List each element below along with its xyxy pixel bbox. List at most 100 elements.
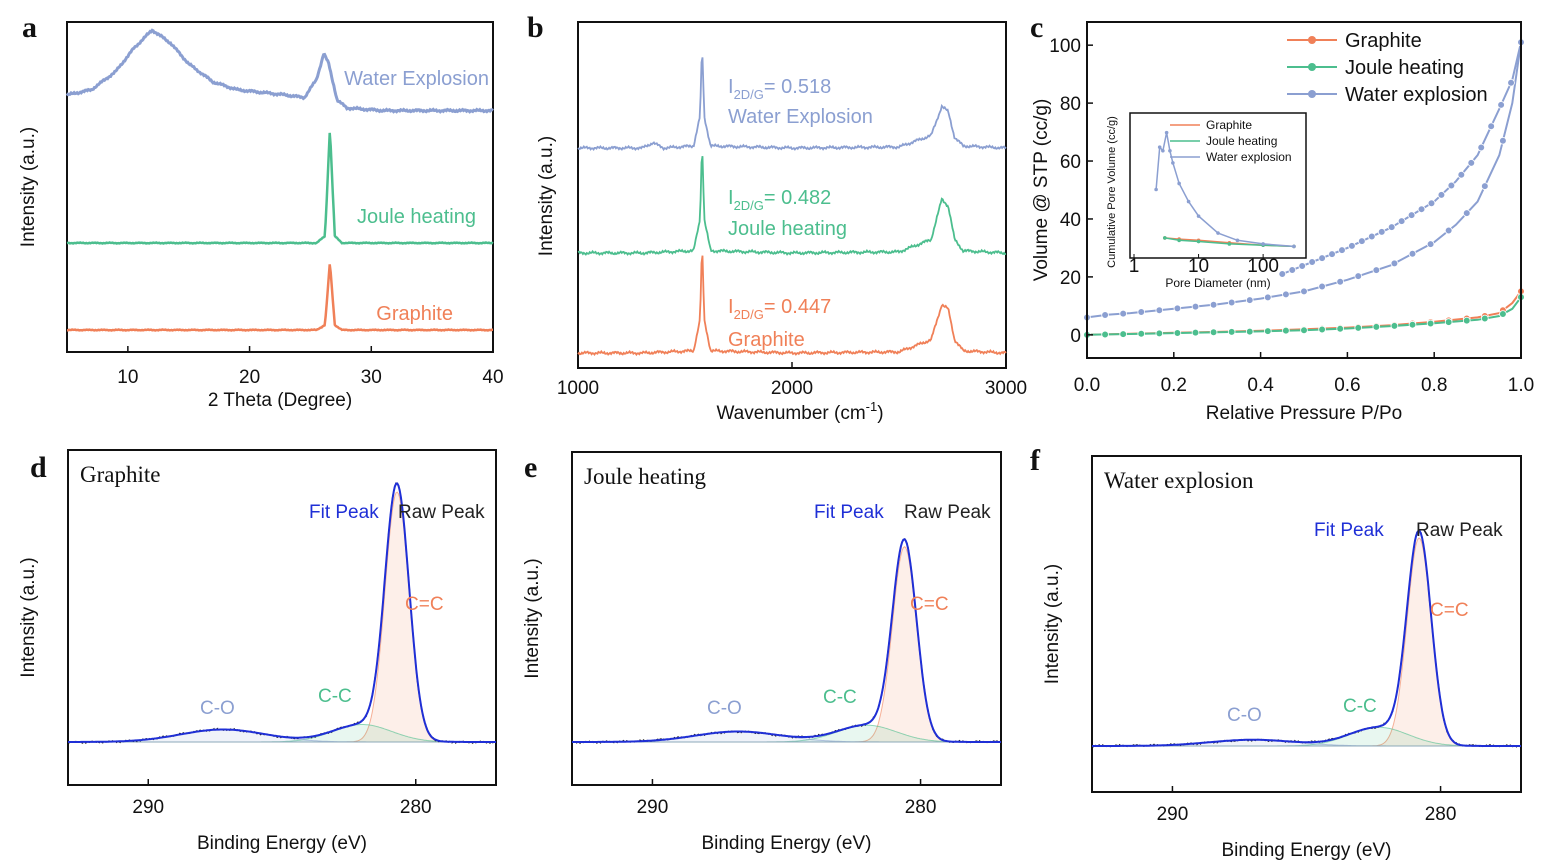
series-label-graphite: Graphite	[376, 303, 453, 325]
inset-data-point	[1161, 148, 1165, 153]
data-point	[1437, 191, 1446, 199]
x-tick-label: 0.8	[1421, 375, 1447, 396]
series-label-joule-heating: Joule heating	[357, 206, 476, 228]
data-point	[1481, 182, 1489, 190]
inset-data-point	[1196, 214, 1201, 218]
data-point	[1417, 205, 1426, 213]
y-axis-label: Intensity (a.u.)	[1042, 564, 1063, 684]
data-point	[1318, 254, 1326, 262]
inset-x-tick-label: 100	[1247, 256, 1279, 277]
peak-label-c-c: C-C	[823, 687, 857, 708]
data-point	[1336, 324, 1344, 333]
peak-label-c-c: C-C	[1343, 696, 1377, 717]
inset-data-point	[1186, 199, 1191, 204]
x-axis-label: Relative Pressure P/Po	[1206, 403, 1402, 424]
data-point	[1101, 330, 1109, 339]
y-tick-label: 100	[1049, 36, 1081, 57]
data-point	[1348, 242, 1356, 250]
peak-label-c-c: C-C	[318, 686, 352, 707]
data-point	[1318, 325, 1326, 334]
raw-peak-line	[571, 537, 1002, 745]
x-tick-label: 3000	[985, 378, 1027, 399]
x-axis-label: 2 Theta (Degree)	[208, 390, 352, 411]
data-point	[1308, 258, 1316, 266]
x-tick-label: 40	[482, 367, 503, 388]
x-tick-label: 1.0	[1508, 375, 1534, 396]
data-point	[1288, 266, 1297, 274]
inset-data-point	[1292, 244, 1296, 249]
y-axis-label: Intensity (a.u.)	[536, 136, 557, 256]
data-point	[1354, 272, 1363, 280]
x-tick-label: 280	[905, 797, 937, 818]
series-label-water-explosion: Water Explosion	[344, 68, 489, 90]
inset-plot: 1 10 100 Graphite Joule heating Water explos…	[1106, 112, 1307, 290]
xps-panel-graphite: 290 280 Graphite Binding Energy (eV) Intensi…	[18, 449, 497, 854]
inset-data-point	[1216, 231, 1220, 235]
data-point	[1426, 319, 1435, 328]
xps-panel-joule-heating: 290 280 Joule heating Binding Energy (eV) In…	[522, 451, 1002, 854]
data-point	[1467, 159, 1476, 167]
legend-label: Joule heating	[1345, 57, 1464, 79]
series-label-joule-heating: Joule heating	[728, 218, 847, 240]
x-tick-label: 280	[400, 797, 432, 818]
x-tick-label: 290	[637, 797, 669, 818]
peak-label-c-c: C=C	[910, 594, 949, 615]
y-axis-label: Volume @ STP (cc/g)	[1031, 99, 1052, 282]
data-point	[1191, 328, 1200, 337]
fit-peak-line	[68, 482, 496, 743]
inset-data-point	[1235, 238, 1240, 243]
fit-peak-label: Fit Peak	[309, 502, 379, 523]
ratio-label-water-explosion: I2D/G= 0.518	[728, 76, 831, 102]
inset-x-axis-label: Pore Diameter (nm)	[1165, 276, 1270, 290]
x-tick-label: 0.6	[1334, 375, 1360, 396]
x-tick-label: 30	[361, 367, 382, 388]
data-point	[1358, 237, 1366, 245]
data-point	[1298, 262, 1306, 270]
data-point	[1477, 143, 1486, 152]
series-line-joule-heating	[577, 155, 1007, 256]
y-axis-label: Intensity (a.u.)	[18, 127, 39, 247]
data-point	[1209, 328, 1218, 337]
plot-frame	[1091, 455, 1522, 793]
peak-label-c-o: C-O	[200, 698, 235, 719]
legend-label: Water explosion	[1345, 84, 1488, 106]
inset-series-line-joule-heating	[1164, 237, 1294, 248]
x-tick-label: 10	[117, 367, 138, 388]
inset-data-point	[1196, 239, 1201, 244]
y-tick-label: 0	[1070, 326, 1081, 347]
x-tick-label: 0.0	[1074, 375, 1100, 396]
panel-letter-a: a	[22, 11, 37, 44]
y-tick-label: 40	[1060, 210, 1081, 231]
data-point	[1390, 322, 1399, 330]
data-point	[1336, 277, 1344, 286]
data-point	[1487, 122, 1495, 131]
legend: Graphite Joule heating Water explosion	[1287, 30, 1488, 106]
data-point	[1444, 226, 1453, 235]
data-point	[1407, 211, 1416, 219]
data-point	[1119, 309, 1127, 318]
data-point	[1173, 329, 1182, 337]
fit-peak-label: Fit Peak	[1314, 520, 1384, 541]
peak-label-c-c: C=C	[405, 594, 444, 615]
inset-legend-label: Water explosion	[1206, 150, 1292, 164]
panel-letter-c: c	[1030, 11, 1043, 44]
series-line-graphite	[66, 264, 493, 332]
inset-data-point	[1163, 236, 1167, 240]
x-tick-label: 280	[1425, 804, 1457, 825]
data-point	[1264, 327, 1272, 335]
panel-letter-d: d	[30, 451, 47, 484]
inset-data-point	[1154, 187, 1158, 192]
x-axis-label: Binding Energy (eV)	[701, 833, 871, 854]
inset-data-point	[1177, 238, 1181, 243]
data-point	[1191, 302, 1200, 311]
inset-data-point	[1227, 242, 1232, 246]
x-tick-label: 2000	[771, 378, 813, 399]
data-point	[1397, 217, 1406, 225]
inset-data-point	[1177, 181, 1181, 186]
inset-data-point	[1164, 130, 1169, 135]
data-point	[1101, 311, 1109, 319]
raw-peak-label: Raw Peak	[398, 502, 485, 523]
plot-frame	[66, 21, 494, 353]
inset-x-tick-label: 1	[1129, 256, 1140, 277]
series-line-graphite	[577, 255, 1007, 357]
